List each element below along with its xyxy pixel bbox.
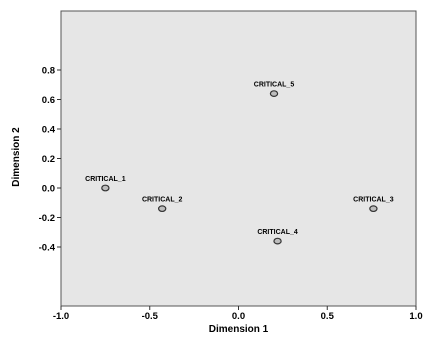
point-label: CRITICAL_5 xyxy=(254,82,295,89)
point-label: CRITICAL_4 xyxy=(257,229,298,236)
y-tick-label: 0.6 xyxy=(42,95,55,106)
data-point xyxy=(157,205,167,213)
data-point xyxy=(273,237,282,245)
x-axis: -1.0 -0.5 0.0 0.5 1.0 xyxy=(53,306,423,322)
point-label: CRITICAL_3 xyxy=(353,197,394,204)
y-tick-label: -0.4 xyxy=(39,243,56,254)
data-point xyxy=(101,184,110,192)
y-tick-label: -0.2 xyxy=(39,213,55,224)
y-tick-label: 0.4 xyxy=(42,125,56,136)
data-points: CRITICAL_1 CRITICAL_2 CRITICAL_3 CRITICAL_4… xyxy=(85,82,394,245)
point-label: CRITICAL_2 xyxy=(142,197,183,204)
x-tick-label: 1.0 xyxy=(409,311,422,322)
y-tick-label: 0.0 xyxy=(42,184,55,195)
x-axis-title: Dimension 1 xyxy=(209,324,269,335)
y-axis: 0.8 0.6 0.4 0.2 0.0 -0.2 -0.4 xyxy=(39,66,61,254)
x-tick-label: -0.5 xyxy=(142,311,159,322)
y-tick-label: 0.8 xyxy=(42,66,55,77)
x-tick-label: -1.0 xyxy=(53,311,69,322)
x-tick-label: 0.0 xyxy=(232,311,245,322)
data-point xyxy=(369,205,378,213)
x-tick-label: 0.5 xyxy=(321,311,335,322)
y-tick-label: 0.2 xyxy=(42,154,55,165)
y-axis-title: Dimension 2 xyxy=(11,127,22,187)
plot-area xyxy=(60,10,417,307)
data-point xyxy=(269,90,279,97)
point-label: CRITICAL_1 xyxy=(85,176,126,183)
